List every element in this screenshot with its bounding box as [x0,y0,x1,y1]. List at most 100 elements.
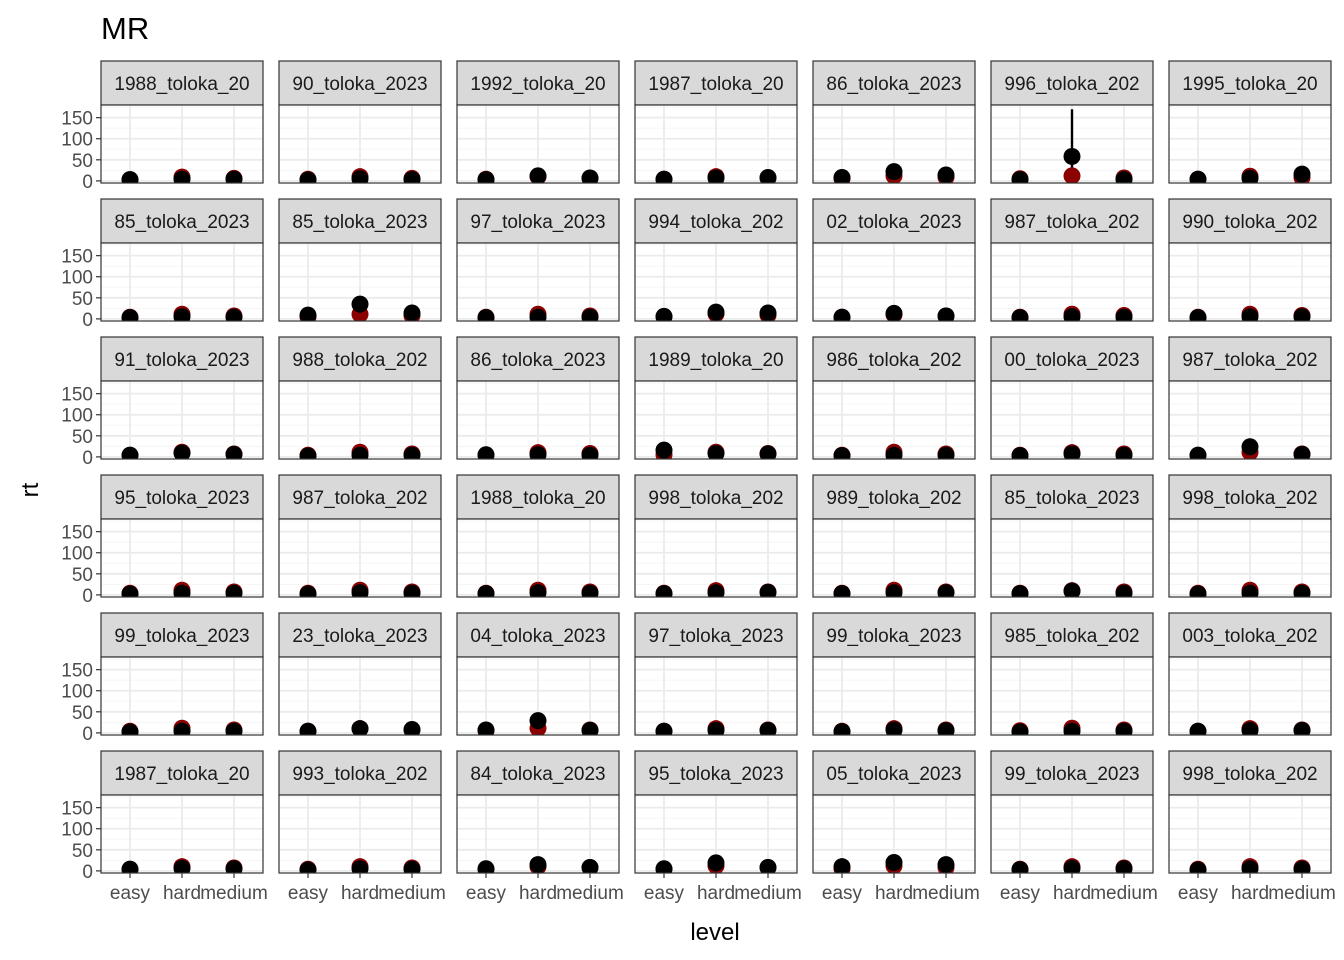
point-black [655,441,673,459]
facet-strip-label: 986_toloka_202 [826,350,961,371]
point-black [937,722,955,735]
panel-border [456,380,620,460]
panel-border [456,104,620,184]
point-black [1011,309,1029,321]
x-tick-label: hard [519,883,557,904]
data-marks [299,858,421,873]
panel-border [100,242,264,322]
data-marks [655,854,777,873]
facet-strip [278,198,442,244]
data-marks [1011,719,1133,735]
point-black [403,860,421,873]
point-black [581,721,599,735]
facet-panel: 1987_toloka_20 [634,60,798,184]
x-tick-label: easy [1000,883,1041,904]
facet-panel: 994_toloka_202 [634,198,798,322]
y-tick-label: 100 [61,268,93,289]
point-black [655,860,673,873]
x-tick-label: medium [556,883,624,904]
point-black [1189,309,1207,321]
point-black [759,169,777,183]
point-black [299,585,317,597]
point-black [351,720,369,735]
point-black [529,308,547,321]
x-tick-label: easy [1178,883,1219,904]
y-tick-label: 150 [61,799,93,820]
point-black [1293,860,1311,873]
data-marks [1189,720,1311,735]
data-marks [477,444,599,459]
facet-strip-label: 1995_toloka_20 [1182,74,1317,95]
point-black [529,446,547,459]
facet-strip [100,336,264,382]
facet-strip-label: 97_toloka_2023 [470,212,605,233]
facet-strip [278,474,442,520]
facet-strip-label: 994_toloka_202 [648,212,783,233]
facet-strip-label: 1992_toloka_20 [470,74,605,95]
point-black [1241,584,1259,597]
point-black [173,859,191,873]
facet-panel: 99_toloka_2023 [812,612,976,736]
panel-border [100,380,264,460]
point-black [1063,722,1081,735]
point-black [1063,308,1081,321]
point-black [1293,165,1311,183]
facet-strip-label: 00_toloka_2023 [1004,350,1139,371]
x-tick-label: hard [875,883,913,904]
facet-strip-label: 003_toloka_202 [1182,626,1317,647]
facet-panel: 97_toloka_2023 [456,198,620,322]
facet-strip-label: 998_toloka_202 [648,488,783,509]
facet-panel: 1989_toloka_20 [634,336,798,460]
facet-strip [812,336,976,382]
y-tick-label: 100 [61,544,93,565]
facet-strip-label: 05_toloka_2023 [826,764,961,785]
point-black [1241,438,1259,456]
y-tick-label: 0 [82,586,93,607]
facet-strip [812,750,976,796]
facet-strip-label: 989_toloka_202 [826,488,961,509]
panel-border [456,656,620,736]
point-black [403,304,421,321]
y-tick-label: 50 [72,427,93,448]
data-marks [833,853,955,873]
facet-strip [990,336,1154,382]
facet-strip [456,336,620,382]
point-black [833,858,851,873]
point-black [299,171,317,183]
facet-strip-label: 996_toloka_202 [1004,74,1139,95]
facet-strip-label: 985_toloka_202 [1004,626,1139,647]
x-tick-label: easy [288,883,329,904]
point-black [1063,859,1081,873]
facet-strip [278,612,442,658]
point-black [885,446,903,459]
facet-strip [100,474,264,520]
point-black [759,445,777,459]
facet-panel: 04_toloka_2023 [456,612,620,736]
point-black [655,585,673,597]
data-marks [833,720,955,735]
facet-panel: 23_toloka_2023 [278,612,442,736]
panel-border [634,518,798,598]
y-tick-label: 50 [72,289,93,310]
facet-strip [456,198,620,244]
facet-strip-label: 1987_toloka_20 [648,74,783,95]
facet-panel: 97_toloka_2023 [634,612,798,736]
facet-strip-label: 04_toloka_2023 [470,626,605,647]
data-marks [655,303,777,321]
point-black [299,861,317,873]
facet-strip [1168,336,1332,382]
data-marks [1011,305,1133,321]
data-marks [477,712,599,735]
panel-border [278,242,442,322]
point-black [529,856,547,873]
facet-panel: 989_toloka_202 [812,474,976,598]
y-tick-label: 50 [72,841,93,862]
facet-panel: 998_toloka_202 [634,474,798,598]
facet-strip-label: 86_toloka_2023 [470,350,605,371]
y-tick-label: 0 [82,172,93,193]
data-marks [121,443,243,459]
